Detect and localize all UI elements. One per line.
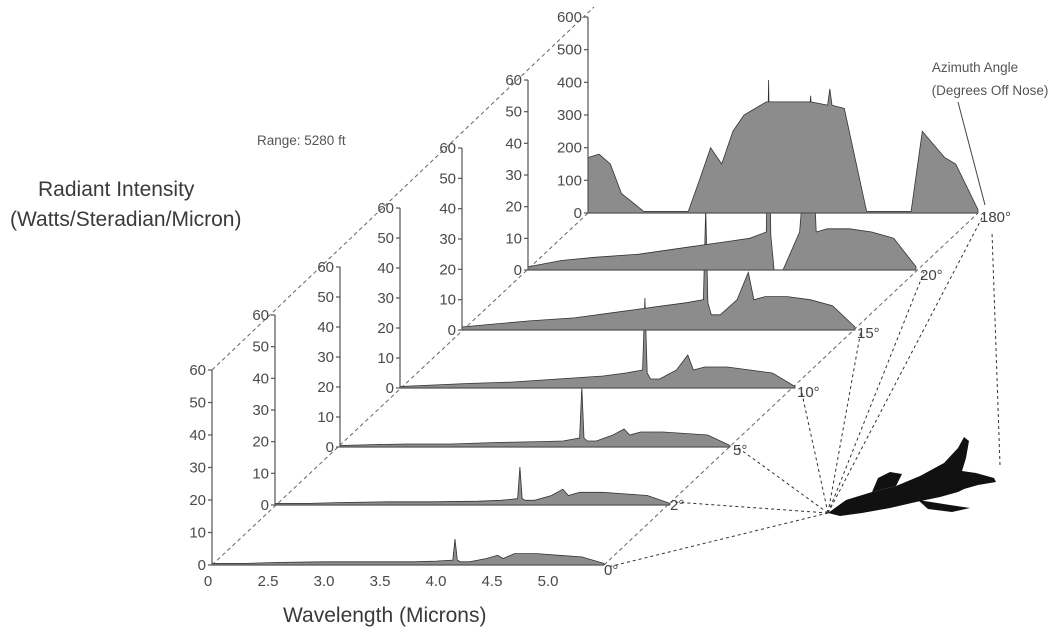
spectrum-trace [399,297,796,389]
y-tick-label: 10 [317,409,334,426]
y-axis-title-line2: (Watts/Steradian/Micron) [10,208,241,231]
azimuth-title-line1: Azimuth Angle [932,60,1018,75]
azimuth-angle-label: 20° [920,267,943,284]
y-tick-label: 60 [439,140,456,157]
y-tick-label: 30 [189,460,206,477]
y-tick-label: 50 [252,339,269,356]
y-tick-label: 20 [189,492,206,509]
y-tick-label: 0 [514,262,522,279]
y-tick-label: 20 [439,261,456,278]
azimuth-angle-label: 2° [670,497,684,514]
spectrum-panel-20deg: 0 10 20 30 40 50 60 20° [505,72,942,284]
y-tick-label: 10 [439,292,456,309]
spectrum-panel-180deg: 0 100 200 300 400 500 600 180° [557,9,1011,226]
spectrum-panel-10deg: 0 10 20 30 40 50 60 10° [377,200,819,401]
y-tick-label: 60 [189,362,206,379]
x-tick-label: 2.5 [258,573,279,590]
y-tick-label: 200 [557,140,582,157]
azimuth-angle-label: 0° [604,562,618,579]
y-tick-label: 0 [261,497,269,514]
x-tick-label: 5.0 [538,573,559,590]
depth-guide-line [211,212,589,566]
y-tick-label: 0 [574,205,582,222]
spectrum-trace [461,208,856,331]
y-tick-label: 300 [557,107,582,124]
range-label: Range: 5280 ft [257,133,346,148]
spectrum-trace [339,386,731,448]
y-tick-label: 30 [439,231,456,248]
azimuth-arrows [607,101,1001,568]
spectrum-panel-2deg: 0 10 20 30 40 50 60 2° [252,307,684,514]
y-tick-label: 20 [252,434,269,451]
azimuth-arrow [673,501,829,514]
y-tick-label: 40 [317,319,334,336]
y-tick-label: 30 [252,402,269,419]
y-tick-label: 20 [377,320,394,337]
y-tick-label: 30 [377,290,394,307]
azimuth-title-pointer [957,101,986,206]
spectrum-panel-0deg: 0 10 20 30 40 50 60 0° [189,362,618,579]
y-tick-label: 40 [189,427,206,444]
x-tick-label: 3.5 [370,573,391,590]
y-tick-label: 40 [439,201,456,218]
depth-guide-lines [211,6,979,566]
y-tick-label: 10 [189,525,206,542]
spectrum-trace [211,538,605,566]
y-tick-label: 60 [377,200,394,217]
y-tick-label: 30 [505,167,522,184]
x-tick-label: 0 [204,573,212,590]
y-tick-label: 10 [377,350,394,367]
y-tick-label: 60 [252,307,269,324]
y-tick-label: 50 [439,170,456,187]
azimuth-arrow [827,213,985,514]
azimuth-arrow-tail [991,231,1001,466]
x-tick-label: 4.0 [426,573,447,590]
spectrum-trace [274,466,671,506]
x-tick-label: 3.0 [314,573,335,590]
y-tick-label: 50 [505,104,522,121]
y-tick-label: 10 [505,230,522,247]
azimuth-arrow [800,388,829,514]
y-tick-label: 0 [448,322,456,339]
y-tick-label: 50 [377,230,394,247]
x-axis-title: Wavelength (Microns) [283,604,486,627]
y-tick-label: 40 [505,135,522,152]
azimuth-arrow [827,271,925,514]
y-tick-label: 500 [557,42,582,59]
y-tick-label: 0 [326,439,334,456]
spectrum-panel-5deg: 0 10 20 30 40 50 60 5° [317,259,747,459]
y-axis-title-line1: Radiant Intensity [38,178,195,201]
y-tick-label: 30 [317,349,334,366]
y-tick-label: 50 [189,395,206,412]
x-tick-label: 4.5 [482,573,503,590]
spectrum-panel-15deg: 0 10 20 30 40 50 60 15° [439,140,879,342]
depth-guide-line [603,212,979,566]
y-tick-label: 0 [386,380,394,397]
azimuth-title-line2: (Degrees Off Nose) [932,83,1049,98]
azimuth-angle-label: 10° [797,384,820,401]
y-tick-label: 50 [317,289,334,306]
azimuth-angle-label: 15° [857,325,880,342]
depth-guide-line [211,6,595,371]
y-tick-label: 0 [198,557,206,574]
y-tick-label: 600 [557,9,582,26]
azimuth-arrow [607,512,829,568]
y-tick-label: 400 [557,74,582,91]
y-tick-label: 20 [317,379,334,396]
y-tick-label: 60 [317,259,334,276]
spectrum-panels: 0 10 20 30 40 50 60 0° 0 10 20 30 40 50 60 2° 0 10 20 30 40 5… [189,9,1011,590]
y-tick-label: 60 [505,72,522,89]
azimuth-arrow [736,446,829,514]
azimuth-arrow [827,329,862,514]
azimuth-angle-label: 5° [733,442,747,459]
spectrum-trace [587,88,979,214]
aircraft-icon [828,437,996,516]
y-tick-label: 10 [252,465,269,482]
y-tick-label: 20 [505,199,522,216]
y-tick-label: 40 [377,260,394,277]
y-tick-label: 40 [252,370,269,387]
azimuth-angle-label: 180° [980,209,1011,226]
y-tick-label: 100 [557,172,582,189]
